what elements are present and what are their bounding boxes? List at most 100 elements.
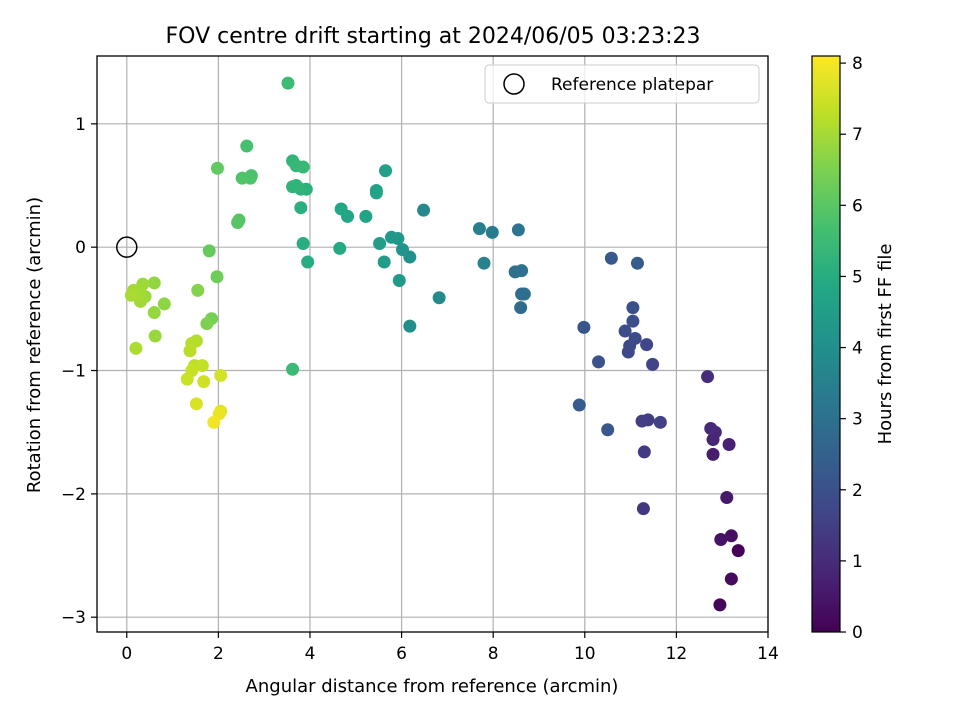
data-point [334, 202, 348, 216]
data-point [231, 216, 245, 230]
data-point [701, 370, 715, 384]
data-point [485, 225, 499, 239]
colorbar: 0 1 2 3 4 5 6 7 8 Hours from first FF file [811, 54, 896, 643]
data-point [373, 236, 387, 250]
legend-box [484, 64, 760, 104]
colorbar-tick-label: 6 [852, 196, 863, 216]
data-point [630, 256, 644, 270]
data-point [517, 287, 531, 301]
data-point [653, 415, 667, 429]
legend: Reference platepar [484, 64, 760, 104]
data-point [148, 329, 162, 343]
data-point [640, 338, 654, 352]
y-tick-label: −3 [61, 608, 86, 628]
data-point [301, 255, 315, 269]
data-point [626, 301, 640, 315]
data-point [514, 301, 528, 315]
data-point [124, 288, 138, 302]
data-point [214, 368, 228, 382]
data-point [722, 438, 736, 452]
data-point [724, 572, 738, 586]
data-point [635, 414, 649, 428]
data-point [604, 251, 618, 265]
data-point [572, 398, 586, 412]
data-point [731, 544, 745, 558]
data-point [147, 306, 161, 320]
colorbar-tick-label: 1 [852, 552, 863, 572]
data-point [359, 209, 373, 223]
y-axis-label: Rotation from reference (arcmin) [24, 197, 45, 493]
data-point [195, 359, 209, 373]
colorbar-tick-label: 4 [852, 339, 863, 359]
data-point [240, 139, 254, 153]
data-point [183, 344, 197, 358]
data-point [157, 297, 171, 311]
data-point [281, 76, 295, 90]
data-point [129, 341, 143, 355]
data-point [210, 270, 224, 284]
x-axis-label: Angular distance from reference (arcmin) [246, 676, 619, 697]
colorbar-gradient [811, 55, 841, 633]
x-tick-label: 0 [121, 644, 132, 664]
colorbar-tick-label: 3 [852, 410, 863, 430]
data-point [432, 291, 446, 305]
data-point [515, 264, 529, 278]
y-tick-label: −1 [61, 362, 86, 382]
colorbar-label: Hours from first FF file [875, 244, 896, 445]
data-point [379, 164, 393, 178]
x-tick-label: 10 [574, 644, 596, 664]
colorbar-tick-label: 5 [852, 267, 863, 287]
data-point [417, 203, 431, 217]
y-axis-ticks: −3 −2 −1 0 1 [61, 115, 97, 628]
x-tick-label: 12 [666, 644, 688, 664]
data-point [511, 223, 525, 237]
data-point [714, 532, 728, 546]
data-point [136, 277, 150, 291]
data-point [296, 236, 310, 250]
data-point [202, 244, 216, 258]
data-point [189, 397, 203, 411]
data-point [477, 256, 491, 270]
data-point [333, 241, 347, 255]
plot-frame [96, 55, 769, 633]
x-tick-label: 6 [396, 644, 407, 664]
data-point [628, 331, 642, 345]
data-point [191, 283, 205, 297]
colorbar-ticks: 0 1 2 3 4 5 6 7 8 [840, 54, 863, 643]
data-point [294, 201, 308, 215]
data-point [395, 243, 409, 257]
y-tick-label: 1 [75, 115, 86, 135]
data-point [704, 421, 718, 435]
data-point [618, 324, 632, 338]
data-point [296, 160, 310, 174]
y-tick-label: −2 [61, 485, 86, 505]
data-point [180, 372, 194, 386]
data-point [403, 319, 417, 333]
data-point [392, 273, 406, 287]
data-point [636, 502, 650, 516]
data-point [706, 447, 720, 461]
colorbar-tick-label: 7 [852, 125, 863, 145]
data-point [385, 230, 399, 244]
x-tick-label: 14 [757, 644, 779, 664]
x-tick-label: 8 [488, 644, 499, 664]
colorbar-tick-label: 0 [852, 623, 863, 643]
data-point [646, 357, 660, 371]
data-point [626, 314, 640, 328]
data-point [286, 180, 300, 194]
data-points [124, 76, 745, 612]
data-point [720, 491, 734, 505]
data-point [637, 445, 651, 459]
data-point [147, 276, 161, 290]
data-point [601, 423, 615, 437]
data-point [200, 317, 214, 331]
data-point [369, 186, 383, 200]
data-point [197, 375, 211, 389]
data-point [286, 362, 300, 376]
data-point [377, 255, 391, 269]
colorbar-tick-label: 8 [852, 54, 863, 74]
legend-label: Reference platepar [551, 75, 713, 95]
data-point [472, 222, 486, 236]
legend-marker-open-circle [503, 73, 525, 95]
